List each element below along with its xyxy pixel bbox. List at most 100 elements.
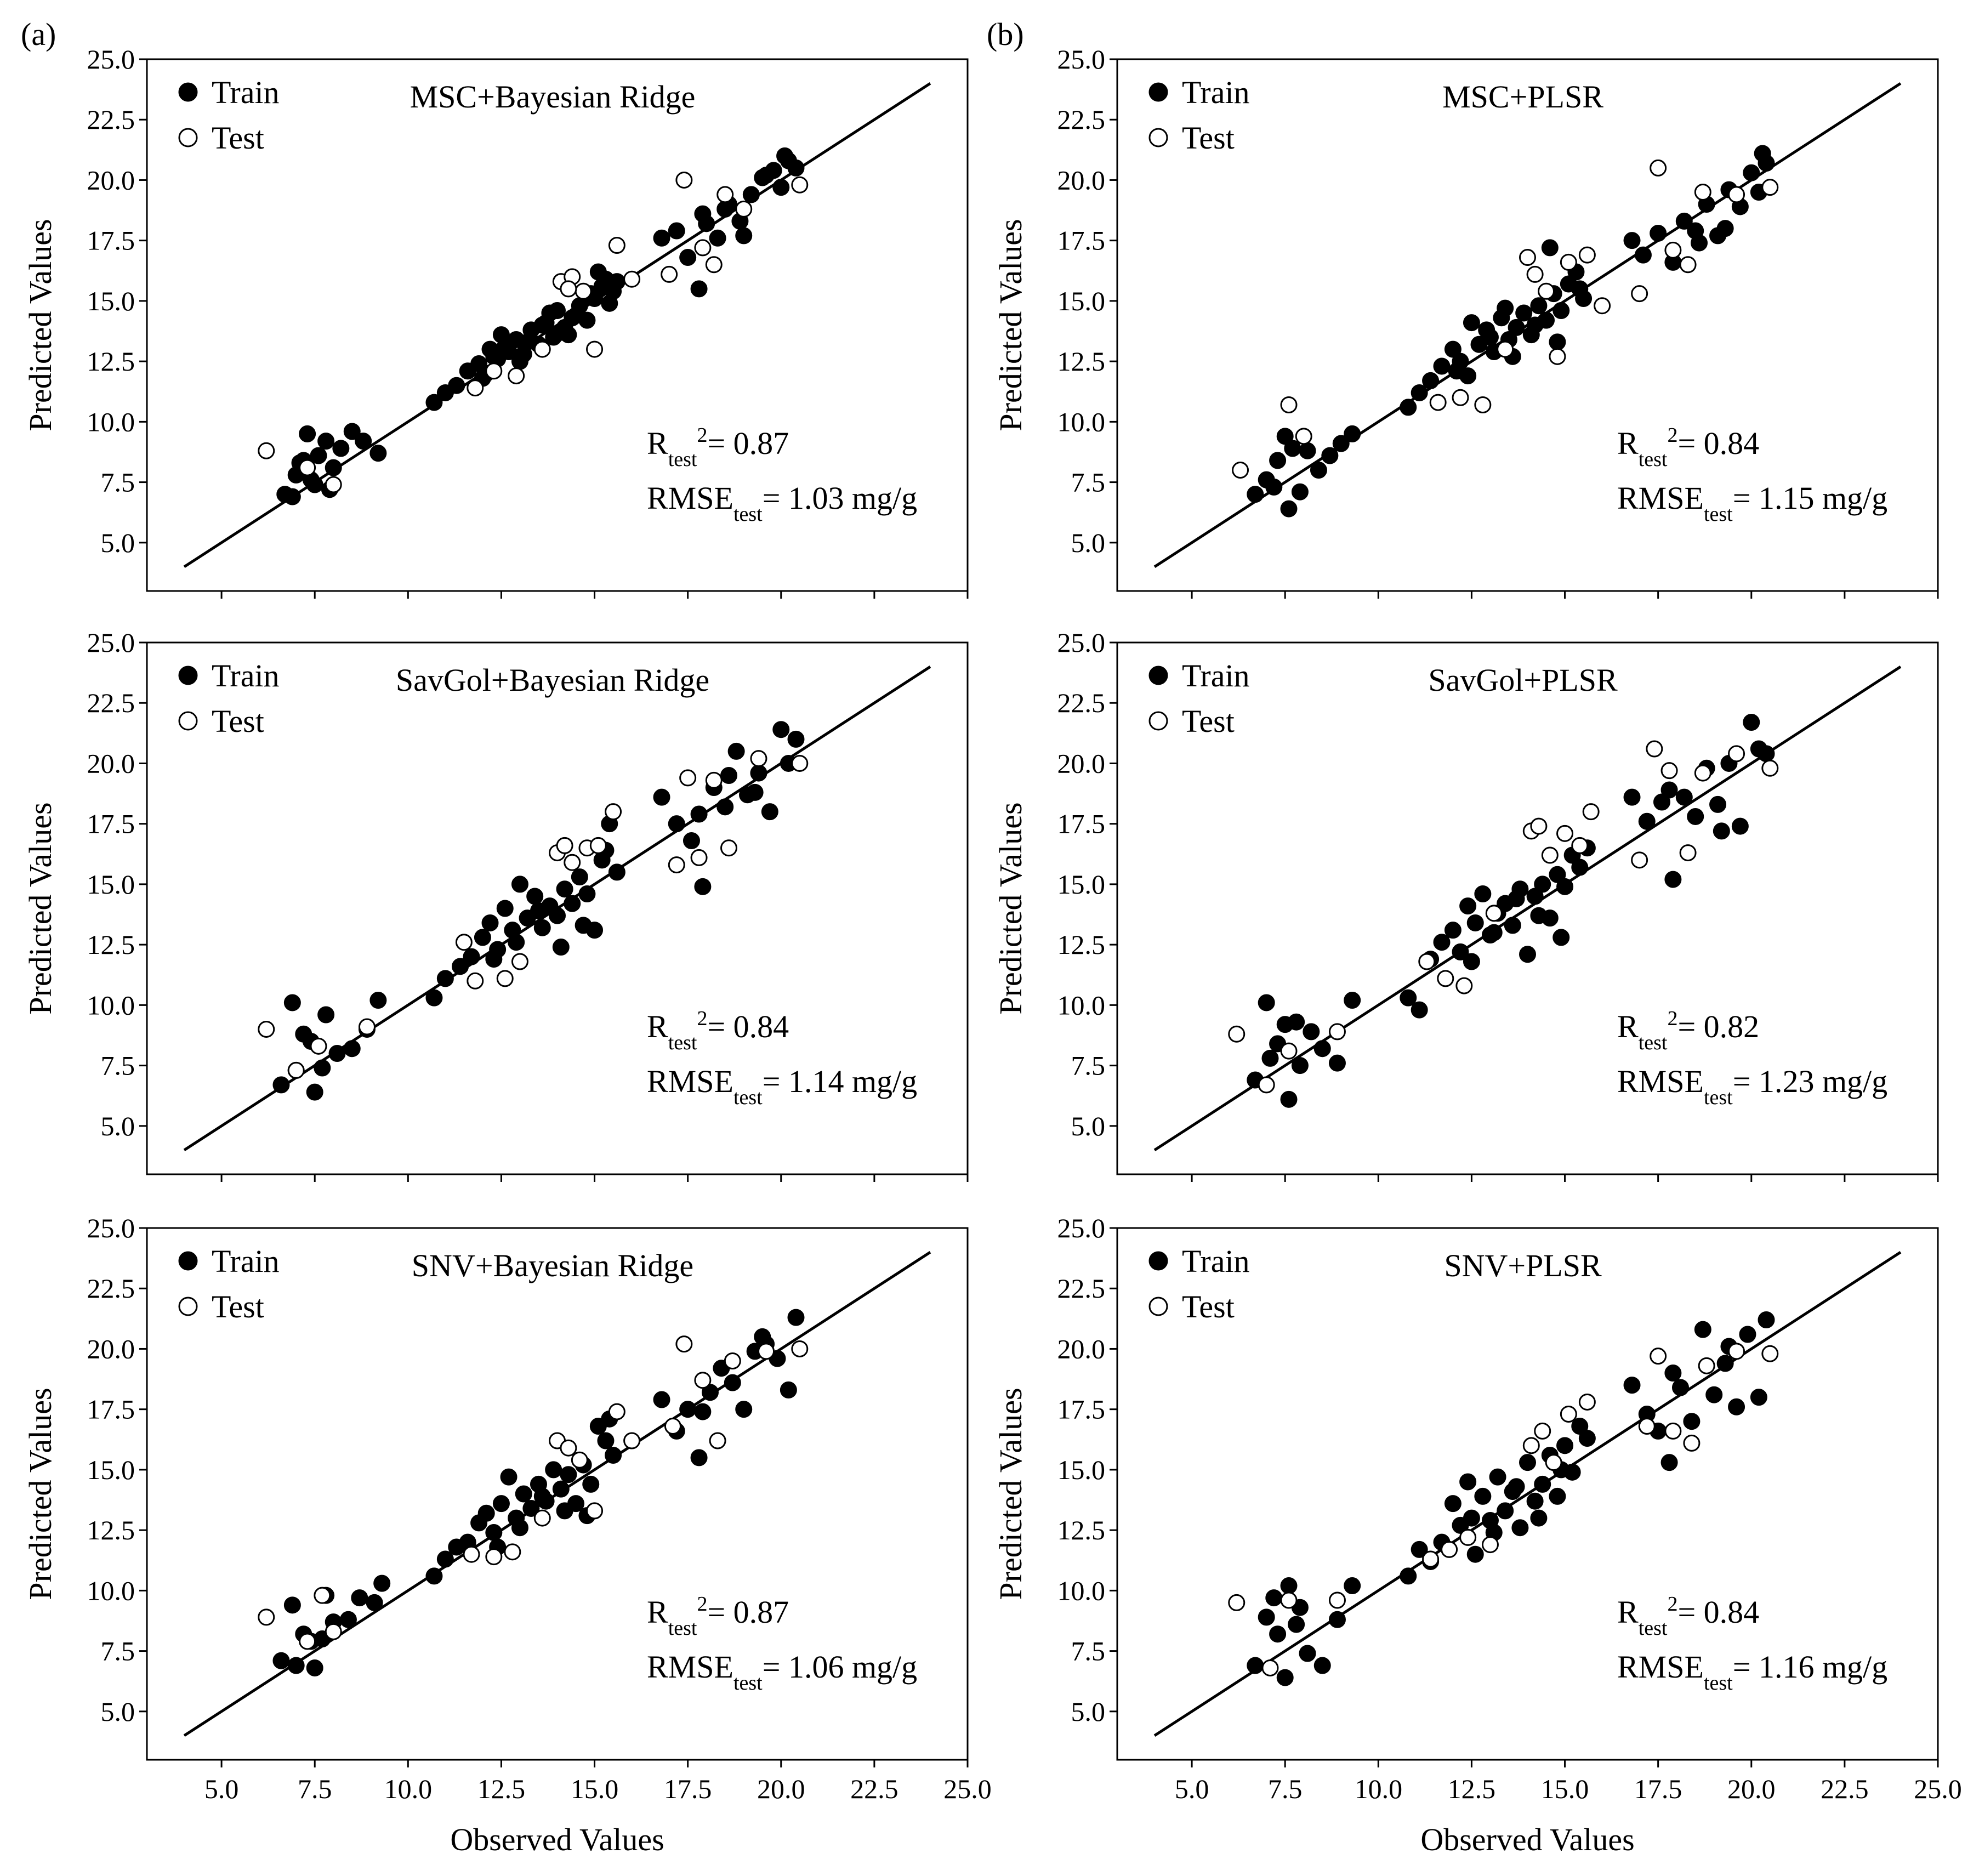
chart-5-xtick-label-3: 12.5 [1448, 1773, 1496, 1804]
chart-1-train-point-58 [1691, 234, 1708, 252]
chart-4-test-point-7 [533, 1509, 551, 1527]
chart-3-ytick-label-3: 12.5 [1057, 929, 1106, 960]
chart-2-rmse-text: RMSEtest= 1.14 mg/g [647, 1064, 917, 1109]
chart-2-test-point-1 [287, 1061, 305, 1079]
chart-5-test-point-16 [1683, 1434, 1701, 1452]
chart-3-legend-train-label: Train [1182, 658, 1250, 693]
chart-4-train-point-21 [500, 1468, 517, 1486]
chart-1-legend-train-marker [1148, 82, 1168, 102]
chart-5-train-point-23 [1497, 1502, 1514, 1520]
chart-3-test-point-14 [1631, 851, 1648, 869]
chart-0-plot-frame [146, 58, 969, 592]
chart-0-test-point-20 [791, 176, 809, 194]
chart-3-test-point-11 [1556, 825, 1574, 842]
chart-4-test-point-19 [758, 1343, 775, 1360]
chart-3-train-point-36 [1485, 924, 1503, 941]
chart-4-test-point-1 [299, 1633, 316, 1650]
chart-3-test-point-12 [1571, 837, 1589, 854]
chart-2-train-point-10 [369, 992, 387, 1009]
chart-2-train-point-17 [481, 914, 499, 931]
chart-2-train-point-53 [787, 730, 805, 748]
chart-2-test-point-16 [690, 849, 708, 866]
chart-1-test-point-13 [1594, 297, 1611, 315]
chart-0-train-point-58 [690, 280, 708, 298]
chart-2-train-point-4 [317, 1006, 335, 1024]
chart-2-train-point-46 [716, 798, 734, 816]
chart-0-test-point-19 [735, 200, 753, 218]
chart-5-train-point-16 [1444, 1495, 1461, 1513]
chart-2-train-point-44 [694, 878, 712, 895]
chart-3-train-point-39 [1552, 929, 1570, 946]
chart-0-train-point-63 [742, 186, 760, 203]
chart-2-test-point-2 [310, 1037, 327, 1055]
chart-5-ytick-label-8: 25.0 [1057, 1213, 1106, 1243]
chart-3-train-point-7 [1261, 1049, 1279, 1067]
chart-1-train-point-44 [1623, 232, 1641, 249]
chart-4-legend-test-marker [178, 1297, 198, 1316]
chart-5-train-point-12 [1400, 1567, 1417, 1585]
chart-4-r2-text: Rtest2= 0.87 [647, 1593, 789, 1640]
chart-0-title: MSC+Bayesian Ridge [410, 79, 696, 115]
chart-4-ytick-label-5: 17.5 [87, 1394, 135, 1425]
chart-3-ylabel: Predicted Values [993, 802, 1028, 1014]
chart-2-train-point-28 [564, 895, 581, 912]
chart-3-train-point-53 [1660, 781, 1678, 799]
chart-4-test-point-15 [675, 1335, 693, 1353]
chart-0-test-point-10 [560, 280, 577, 298]
chart-4-test-point-4 [463, 1545, 480, 1563]
chart-0-train-point-44 [533, 316, 551, 334]
chart-3-test-point-4 [1418, 953, 1436, 970]
chart-4-xlabel: Observed Values [450, 1822, 664, 1857]
chart-4-train-point-11 [373, 1574, 391, 1592]
chart-4-train-point-13 [425, 1567, 443, 1585]
chart-3-train-point-42 [1653, 793, 1670, 811]
chart-3-train-point-8 [1313, 1040, 1331, 1058]
chart-0-train-point-43 [511, 353, 528, 370]
chart-5-train-point-9 [1328, 1611, 1346, 1628]
chart-3-train-point-52 [1758, 745, 1775, 763]
chart-3-train-point-11 [1288, 1013, 1305, 1031]
chart-4-train-point-37 [511, 1519, 528, 1537]
chart-3-ytick-label-4: 15.0 [1057, 869, 1106, 900]
chart-4-ytick-label-3: 12.5 [87, 1515, 135, 1545]
chart-5-test-point-0 [1228, 1594, 1246, 1611]
chart-4-train-point-3 [306, 1659, 323, 1676]
chart-2-train-point-42 [668, 815, 685, 833]
chart-2-legend-train-marker [178, 666, 198, 685]
chart-4-train-point-45 [690, 1449, 708, 1466]
panel-label-b: (b) [987, 16, 1024, 52]
chart-1-legend-test-marker [1148, 128, 1168, 147]
chart-1-ytick-label-6: 20.0 [1057, 164, 1106, 195]
chart-1-test-point-17 [1679, 256, 1697, 274]
chart-2-test-point-14 [668, 856, 685, 874]
chart-4-train-point-1 [283, 1596, 301, 1614]
chart-5-ytick-label-5: 17.5 [1057, 1394, 1106, 1425]
chart-1-test-point-7 [1519, 249, 1536, 266]
chart-5-test-point-12 [1578, 1393, 1596, 1411]
chart-0-legend-train-label: Train [212, 75, 280, 110]
chart-0-train-point-9 [332, 440, 350, 457]
chart-4-test-point-0 [258, 1608, 275, 1626]
chart-0-test-point-4 [485, 362, 503, 380]
chart-3-train-point-9 [1328, 1054, 1346, 1072]
chart-5-train-point-18 [1459, 1473, 1477, 1491]
chart-1-train-point-46 [1650, 224, 1667, 242]
chart-5-train-point-50 [1739, 1326, 1756, 1343]
chart-5-test-point-10 [1545, 1454, 1562, 1471]
chart-1-ytick-label-3: 12.5 [1057, 346, 1106, 377]
chart-2-train-point-47 [727, 742, 745, 760]
chart-1-test-point-19 [1728, 186, 1745, 203]
chart-3-train-point-3 [1280, 1090, 1298, 1108]
chart-4-train-point-49 [735, 1401, 753, 1418]
chart-4-xtick-label-1: 7.5 [298, 1773, 332, 1804]
chart-3-train-point-26 [1519, 946, 1536, 963]
chart-2-ytick-label-6: 20.0 [87, 748, 135, 778]
chart-0-ytick-label-1: 7.5 [101, 467, 135, 498]
chart-1-train-point-25 [1508, 319, 1525, 336]
chart-4-ytick-label-1: 7.5 [101, 1636, 135, 1667]
chart-4-train-point-18 [477, 1504, 495, 1522]
chart-4-ytick-label-4: 15.0 [87, 1454, 135, 1485]
chart-2-train-point-23 [526, 888, 544, 905]
chart-3-train-point-45 [1687, 808, 1704, 825]
